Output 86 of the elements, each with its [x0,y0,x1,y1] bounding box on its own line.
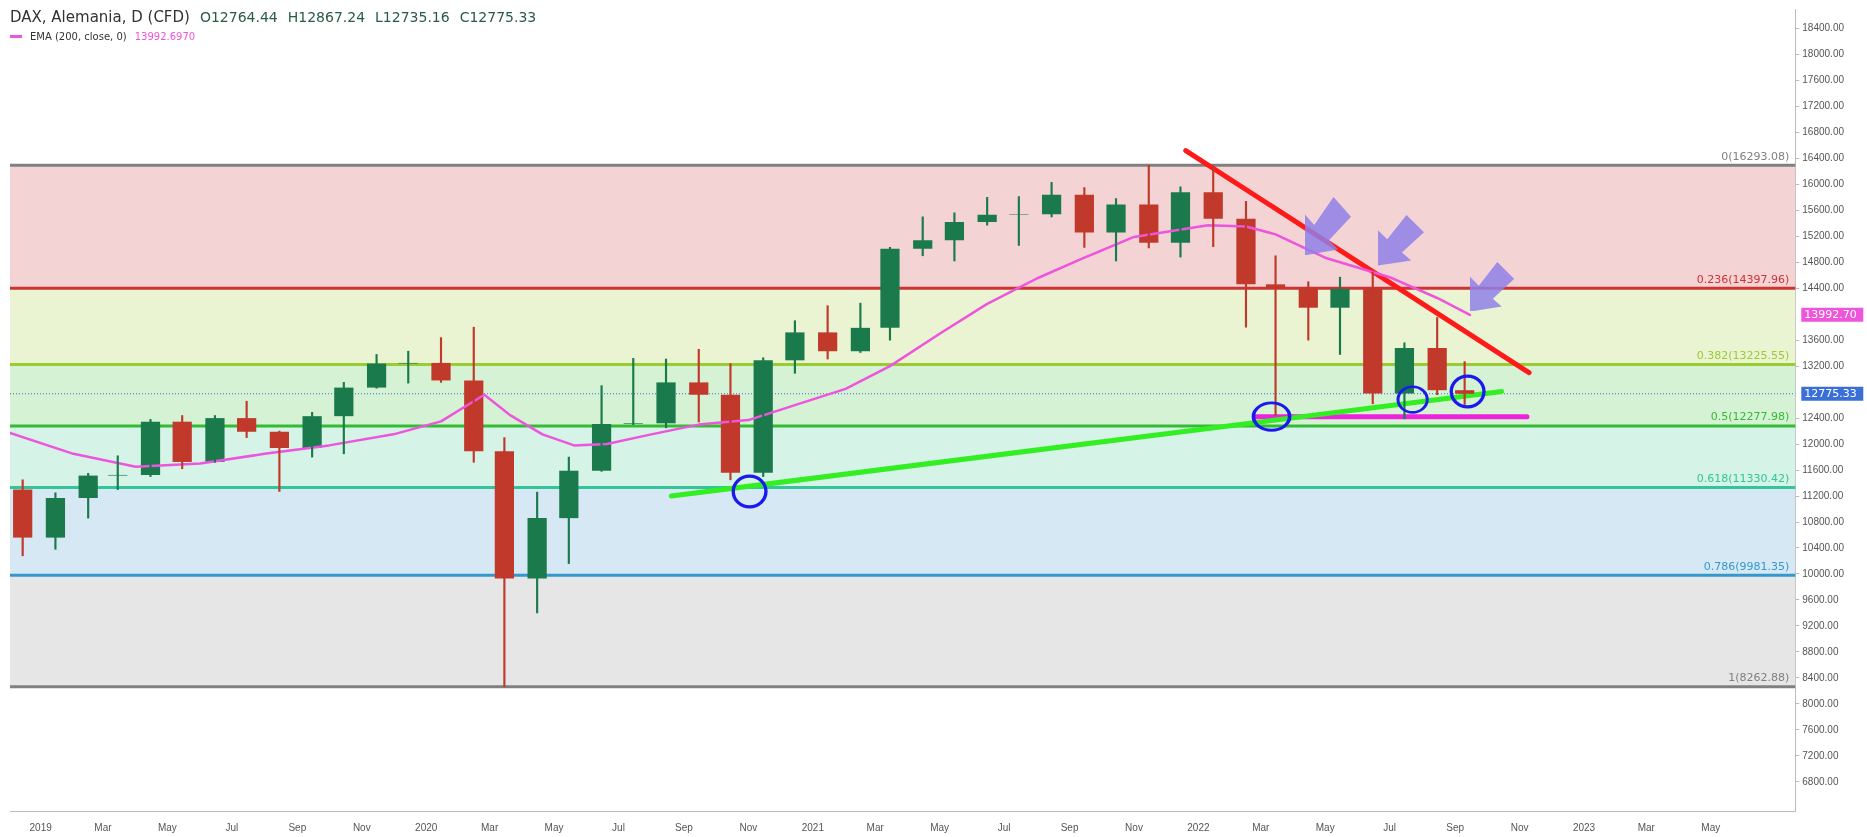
chart-title: DAX, Alemania, D (CFD) [10,8,190,26]
ref-line-label: 0(16293.08) [1721,149,1790,163]
x-tick-label: Nov [1125,821,1143,833]
x-tick-label: May [1701,821,1721,833]
x-tick-label: Jul [997,821,1011,833]
legend-label: EMA (200, close, 0) [30,31,127,42]
x-tick-label: Sep [1446,821,1465,833]
y-tick-label: 11200.00 [1802,489,1844,501]
candlestick [398,350,418,384]
candlestick [656,358,676,429]
ref-line-label: 0.618(11330.42) [1696,471,1790,485]
annotation: C12775.33 [459,9,537,25]
y-tick-label: 11600.00 [1802,463,1844,475]
candlestick [108,455,128,490]
x-tick-label: May [157,821,177,833]
y-tick-label: 10800.00 [1802,515,1845,527]
annotation: L12735.16 [375,9,450,25]
x-tick-label: Mar [1252,821,1271,833]
y-tick-label: 7200.00 [1802,749,1839,761]
x-tick-label: Jul [612,821,625,833]
y-tick-label: 6800.00 [1802,775,1839,787]
y-tick-label: 9200.00 [1802,619,1839,631]
candlestick [1106,198,1126,262]
candlestick [689,348,709,423]
x-tick-label: May [930,821,950,833]
y-tick-label: 14800.00 [1802,256,1845,268]
ref-line-label: 0.5(12277.98) [1710,410,1790,424]
candlestick [1009,196,1029,246]
ref-line-label: 1(8262.88) [1728,671,1790,685]
x-tick-label: Mar [480,821,499,833]
x-tick-label: 2021 [801,821,825,833]
x-tick-label: Sep [675,821,694,833]
y-tick-label: 14400.00 [1802,281,1845,293]
x-tick-label: Mar [1637,821,1656,833]
y-tick-label: 16000.00 [1802,178,1845,190]
y-tick-label: 18000.00 [1802,48,1845,60]
candlestick [880,247,900,341]
x-tick-label: Nov [739,821,758,833]
y-tick-label: 16400.00 [1802,152,1845,164]
y-tick-label: 8800.00 [1802,645,1839,657]
y-tick-label: 15200.00 [1802,230,1845,242]
y-tick-label: 8400.00 [1802,671,1839,683]
x-tick-label: May [1315,821,1335,833]
annotation: 13992.6970 [134,31,196,42]
x-tick-label: Sep [1060,821,1079,833]
y-tick-label: 10000.00 [1802,567,1845,579]
x-tick-label: 2022 [1187,821,1210,833]
ref-line-label: 0.382(13225.55) [1696,348,1790,362]
candlestick [1330,276,1350,355]
y-tick-label: 17600.00 [1802,74,1845,86]
y-tick-label: 12400.00 [1802,411,1845,423]
y-tick-label: 15600.00 [1802,204,1845,216]
x-tick-label: Mar [866,821,885,833]
y-tick-label: 18400.00 [1802,22,1845,34]
candlestick [205,415,225,463]
x-tick-label: Sep [288,821,307,833]
candlestick [913,216,933,257]
y-tick-label: 9600.00 [1802,593,1839,605]
x-tick-label: Jul [225,821,239,833]
y-tick-label: 8000.00 [1802,697,1839,709]
annotation: O12764.44 [199,9,278,25]
ref-line-label: 0.786(9981.35) [1703,559,1790,573]
candlestick [1203,165,1223,248]
x-tick-label: Mar [94,821,113,833]
y-tick-label: 10400.00 [1802,541,1845,553]
x-tick-label: Jul [1383,821,1397,833]
text: 13992.70 [1804,307,1857,321]
y-tick-label: 12000.00 [1802,437,1845,449]
ref-line-label: 12775.33 [1804,386,1857,400]
x-tick-label: 2019 [29,821,53,833]
candlestick [431,337,451,383]
x-tick-label: May [544,821,564,833]
y-tick-label: 7600.00 [1802,723,1839,735]
candlestick [237,400,257,438]
x-tick-label: 2020 [415,821,438,833]
y-tick-label: 17200.00 [1802,100,1845,112]
candlestick [623,358,643,425]
annotation: H12867.24 [287,9,366,25]
x-tick-label: Nov [1510,821,1529,833]
y-tick-label: 13200.00 [1802,359,1845,371]
x-tick-label: 2023 [1572,821,1596,833]
ref-line-label: 0.236(14397.96) [1696,272,1790,286]
y-tick-label: 16800.00 [1802,126,1845,138]
x-tick-label: Nov [352,821,371,833]
candlestick [785,320,805,374]
y-tick-label: 13600.00 [1802,333,1845,345]
